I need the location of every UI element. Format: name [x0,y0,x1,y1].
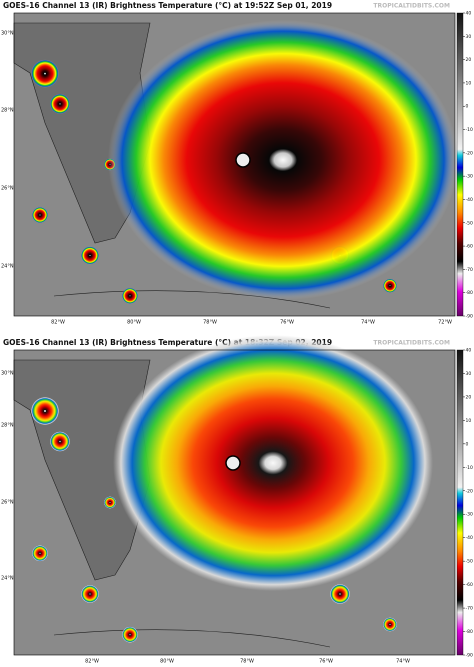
colorbar-tick-label: 0 [466,441,469,447]
colorbar-tick-label: -80 [466,629,473,635]
colorbar-tick-label: -90 [466,314,473,320]
colorbar-tick-label: 10 [466,80,472,86]
colorbar-tick-label: -70 [466,267,473,273]
colorbar [456,349,464,656]
cloud [330,584,350,604]
panel-title: GOES-16 Channel 13 (IR) Brightness Tempe… [3,338,332,347]
cloud [50,431,70,452]
colorbar-tick-label: -90 [466,653,473,659]
longitude-label: 82°W [85,659,99,665]
cloud [32,207,48,223]
satellite-panel: GOES-16 Channel 13 (IR) Brightness Tempe… [1,1,473,326]
credit: TROPICALTIDBITS.COM [373,340,450,347]
cloud [383,278,397,293]
panel-title: GOES-16 Channel 13 (IR) Brightness Tempe… [3,1,332,10]
frame [13,12,456,317]
hurricane [113,335,433,591]
hurricane-eye [235,152,251,168]
longitude-label: 80°W [160,659,174,665]
latitude-label: 26°N [1,186,14,192]
colorbar-tick-label: 30 [466,34,472,40]
satellite-panel: GOES-16 Channel 13 (IR) Brightness Tempe… [1,335,473,665]
cloud [31,59,59,88]
latitude-label: 28°N [1,423,14,429]
cloud [383,617,397,632]
colorbar-tick-label: 20 [466,394,472,400]
colorbar-tick-label: -40 [466,535,473,541]
colorbar-tick-label: -20 [466,150,473,156]
colorbar-tick-label: 40 [466,11,472,17]
longitude-label: 78°W [203,320,217,326]
latitude-label: 28°N [1,108,14,114]
latitude-label: 30°N [1,371,14,377]
land [53,290,331,309]
cloud [104,496,116,509]
longitude-label: 76°W [280,320,294,326]
latitude-label: 24°N [1,576,14,582]
colorbar-tick-label: -80 [466,290,473,296]
colorbar-tick-label: -70 [466,606,473,612]
credit: TROPICALTIDBITS.COM [373,3,450,10]
colorbar-tick-label: -10 [466,465,473,471]
cloud [32,545,48,562]
colorbar-tick-label: -30 [466,512,473,518]
latitude-label: 24°N [1,264,14,270]
colorbar-tick-label: -50 [466,220,473,226]
colorbar-tick-label: -50 [466,559,473,565]
colorbar-tick-label: 40 [466,348,472,354]
colorbar-tick-label: 0 [466,104,469,110]
cloud [81,246,99,265]
colorbar-tick-label: -60 [466,582,473,588]
longitude-label: 76°W [319,659,333,665]
colorbar-tick-label: -40 [466,197,473,203]
longitude-label: 74°W [396,659,410,665]
cloud [81,585,99,603]
hurricane [108,20,458,300]
colorbar-tick-label: 30 [466,371,472,377]
longitude-label: 80°W [127,320,141,326]
colorbar-tick-label: -10 [466,127,473,133]
cloud [31,397,59,425]
colorbar-tick-label: -60 [466,244,473,250]
colorbar-tick-label: 20 [466,57,472,63]
longitude-label: 74°W [361,320,375,326]
hurricane-eye [225,455,241,471]
latitude-label: 30°N [1,31,14,37]
longitude-label: 82°W [51,320,65,326]
frame [13,349,456,656]
latitude-label: 26°N [1,500,14,506]
cloud [50,93,70,114]
colorbar-tick-label: -30 [466,174,473,180]
land [53,629,331,648]
colorbar-tick-label: -20 [466,488,473,494]
colorbar [456,12,464,317]
cloud [122,626,138,643]
longitude-label: 72°W [438,320,452,326]
colorbar-tick-label: 10 [466,418,472,424]
longitude-label: 78°W [240,659,254,665]
cloud [122,287,138,304]
